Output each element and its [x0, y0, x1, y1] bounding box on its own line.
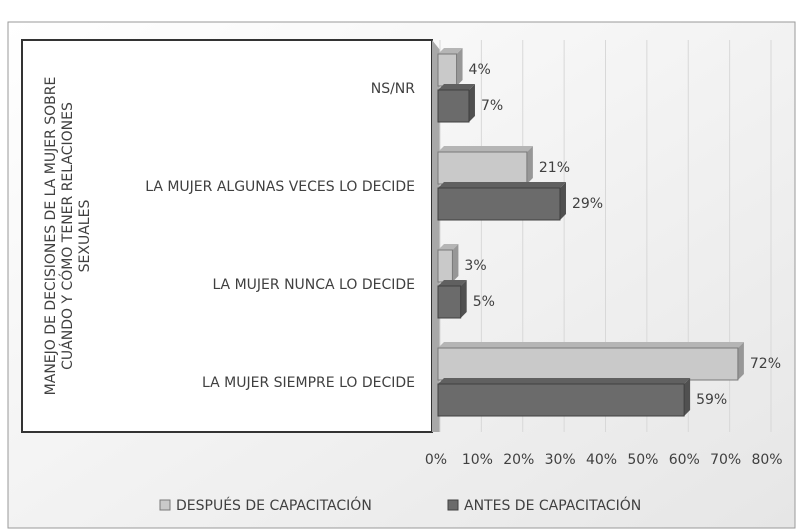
legend-swatch	[447, 499, 459, 511]
bar-top	[438, 280, 467, 286]
value-label: 4%	[469, 62, 491, 78]
bar-side	[737, 342, 744, 380]
x-tick-label: 30%	[545, 452, 576, 468]
value-label: 29%	[572, 196, 603, 212]
bar	[437, 53, 458, 87]
y-axis-label-line: SEXUALES	[77, 200, 93, 273]
bar-top	[438, 342, 744, 348]
bar-top	[438, 378, 691, 384]
bar	[437, 285, 462, 319]
value-label: 59%	[696, 392, 727, 408]
x-tick-label: 0%	[425, 452, 447, 468]
x-tick-label: 50%	[627, 452, 658, 468]
bar-side	[460, 280, 467, 318]
value-label: 21%	[539, 160, 570, 176]
bar-top	[438, 146, 533, 152]
legend-swatch	[159, 499, 171, 511]
x-tick-label: 80%	[751, 452, 782, 468]
x-tick-label: 20%	[503, 452, 534, 468]
bar	[437, 151, 528, 185]
bar-side	[684, 378, 691, 416]
category-label: LA MUJER NUNCA LO DECIDE	[212, 277, 415, 293]
bar-side	[559, 182, 566, 220]
value-label: 5%	[473, 294, 495, 310]
bar	[437, 187, 561, 221]
bar-top	[438, 244, 459, 250]
legend-label: ANTES DE CAPACITACIÓN	[464, 496, 641, 514]
legend-label: DESPUÉS DE CAPACITACIÓN	[176, 496, 372, 514]
bar-side	[526, 146, 533, 184]
x-tick-label: 70%	[710, 452, 741, 468]
y-axis-label: MANEJO DE DECISIONES DE LA MUJER SOBRE CU…	[43, 77, 93, 396]
bar-top	[438, 182, 566, 188]
axis-wall	[432, 40, 440, 432]
category-label: LA MUJER SIEMPRE LO DECIDE	[202, 375, 415, 391]
category-label: NS/NR	[371, 81, 416, 97]
bar-side	[456, 48, 463, 86]
y-axis-label-line: MANEJO DE DECISIONES DE LA MUJER SOBRE	[43, 77, 59, 396]
category-panel	[21, 39, 433, 433]
value-label: 7%	[481, 98, 503, 114]
bar-top	[438, 84, 475, 90]
bar	[437, 249, 453, 283]
x-tick-label: 40%	[586, 452, 617, 468]
value-label: 3%	[464, 258, 486, 274]
bar	[437, 383, 685, 417]
bar-top	[438, 48, 463, 54]
x-tick-label: 10%	[462, 452, 493, 468]
bar-side	[468, 84, 475, 122]
value-label: 72%	[750, 356, 781, 372]
y-axis-label-line: CUÁNDO Y CÓMO TENER RELACIONES	[58, 102, 76, 370]
bar	[437, 89, 470, 123]
bar	[437, 347, 739, 381]
bar-side	[452, 244, 459, 282]
category-label: LA MUJER ALGUNAS VECES LO DECIDE	[145, 179, 415, 195]
x-tick-label: 60%	[669, 452, 700, 468]
